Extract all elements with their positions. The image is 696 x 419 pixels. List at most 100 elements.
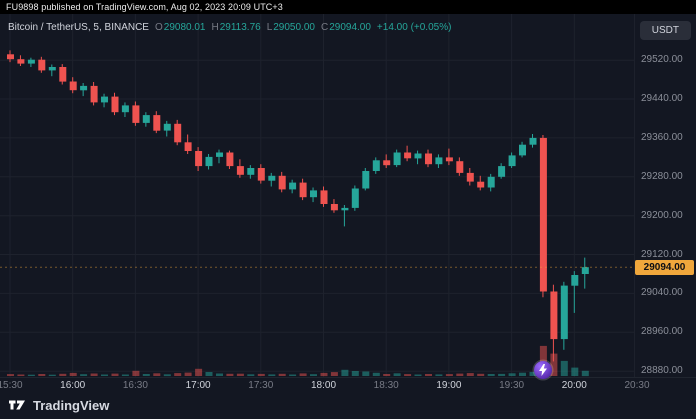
time-axis[interactable]: 15:30 16:00 16:30 17:00 17:30 18:00 18:30 19:00… bbox=[0, 377, 696, 392]
candle bbox=[372, 157, 380, 174]
price-tick-label: 29360.00 bbox=[641, 131, 683, 143]
volume-bar bbox=[341, 369, 349, 376]
candle bbox=[539, 135, 547, 298]
candle bbox=[341, 205, 349, 227]
candle bbox=[184, 134, 192, 154]
volume-bar bbox=[362, 371, 370, 376]
price-tick-label: 29280.00 bbox=[641, 170, 683, 182]
candle bbox=[111, 92, 119, 116]
volume-bar bbox=[90, 373, 98, 376]
time-tick-label: 20:00 bbox=[561, 380, 587, 391]
volume-bar bbox=[404, 374, 412, 376]
ohlc-close-value: 29094.00 bbox=[329, 22, 371, 33]
volume-bar bbox=[289, 374, 297, 376]
volume-bar bbox=[69, 372, 77, 376]
footer-bar: TradingView bbox=[0, 391, 696, 419]
candle bbox=[101, 93, 108, 108]
candle bbox=[257, 164, 265, 184]
price-change: +14.00 (+0.05%) bbox=[376, 22, 452, 33]
volume-bar bbox=[550, 353, 558, 376]
tradingview-logo-icon[interactable] bbox=[8, 397, 26, 413]
symbol-legend[interactable]: Bitcoin / TetherUS, 5, BINANCE O29080.01… bbox=[8, 22, 451, 33]
time-tick-label: 15:30 bbox=[0, 380, 23, 391]
candle bbox=[383, 154, 391, 168]
ohlc-low-label: L bbox=[266, 22, 273, 33]
ohlc-open: O29080.01 bbox=[155, 22, 206, 33]
ohlc-low-value: 29050.00 bbox=[273, 22, 315, 33]
volume-bar bbox=[477, 373, 485, 376]
ohlc-open-label: O bbox=[154, 22, 163, 33]
volume-bar bbox=[445, 374, 453, 376]
ohlc-close-label: C bbox=[320, 22, 329, 33]
lightning-icon bbox=[539, 364, 547, 376]
volume-bar bbox=[17, 374, 25, 376]
ohlc-low: L29050.00 bbox=[267, 22, 315, 33]
volume-bar bbox=[7, 374, 14, 376]
candle bbox=[362, 168, 370, 191]
ohlc-high-label: H bbox=[211, 22, 219, 33]
volume-bar bbox=[425, 374, 432, 376]
candle bbox=[351, 185, 359, 211]
candle bbox=[299, 178, 307, 201]
candle bbox=[142, 112, 150, 127]
price-tick-label: 29200.00 bbox=[641, 209, 683, 221]
volume-bar bbox=[268, 374, 276, 376]
candle bbox=[174, 119, 182, 146]
price-axis[interactable]: 29520.00 29440.00 29360.00 29280.00 29200.00… bbox=[634, 14, 696, 377]
candle bbox=[456, 157, 464, 176]
candle bbox=[236, 159, 244, 178]
volume-bar bbox=[236, 373, 244, 376]
time-tick-label: 16:00 bbox=[60, 380, 86, 391]
candle bbox=[247, 165, 255, 179]
candle bbox=[404, 145, 412, 162]
volume-bar bbox=[247, 374, 255, 376]
ohlc-open-value: 29080.01 bbox=[163, 22, 206, 33]
volume-bar bbox=[487, 374, 495, 376]
volume-bar bbox=[48, 374, 56, 376]
volume-bar bbox=[257, 373, 265, 376]
candle bbox=[320, 186, 328, 207]
candle bbox=[48, 64, 56, 77]
candle bbox=[289, 179, 297, 194]
candle bbox=[330, 199, 338, 213]
tradingview-logo-text[interactable]: TradingView bbox=[33, 397, 110, 413]
candle bbox=[310, 187, 317, 203]
price-tick-label: 28880.00 bbox=[641, 365, 683, 377]
candle bbox=[445, 148, 453, 166]
candle bbox=[7, 50, 14, 63]
volume-bar bbox=[121, 374, 129, 376]
price-chart[interactable] bbox=[0, 14, 696, 391]
currency-toggle-button[interactable]: USDT bbox=[639, 21, 691, 40]
candle bbox=[435, 154, 443, 168]
candle bbox=[550, 284, 558, 362]
volume-bar bbox=[132, 370, 140, 376]
candle bbox=[121, 102, 129, 117]
volume-bar bbox=[581, 370, 589, 377]
volume-bar bbox=[529, 371, 537, 376]
candle bbox=[59, 64, 67, 85]
volume-bar bbox=[393, 373, 401, 376]
time-tick-label: 18:00 bbox=[310, 380, 337, 391]
avatar-badge bbox=[534, 361, 552, 379]
volume-bar bbox=[466, 373, 474, 376]
candle bbox=[560, 281, 568, 350]
candle bbox=[216, 149, 223, 164]
chart-area[interactable]: Bitcoin / TetherUS, 5, BINANCE O29080.01… bbox=[0, 14, 696, 391]
ohlc-high-value: 29113.76 bbox=[219, 22, 261, 33]
candle bbox=[414, 150, 422, 165]
candle bbox=[487, 173, 495, 192]
volume-bar bbox=[330, 372, 338, 376]
volume-bar bbox=[111, 373, 119, 376]
volume-bar bbox=[27, 374, 35, 376]
candle bbox=[508, 152, 516, 168]
last-price-label: 29094.00 bbox=[635, 259, 694, 275]
symbol-title[interactable]: Bitcoin / TetherUS, 5, BINANCE bbox=[8, 22, 149, 33]
candle bbox=[529, 134, 537, 148]
volume-bar bbox=[205, 372, 213, 376]
time-tick-label: 19:30 bbox=[499, 380, 525, 391]
candle bbox=[425, 149, 432, 168]
time-tick-label: 17:00 bbox=[185, 380, 211, 391]
candle bbox=[80, 83, 88, 97]
volume-bar bbox=[456, 373, 464, 376]
volume-bar bbox=[299, 373, 307, 376]
